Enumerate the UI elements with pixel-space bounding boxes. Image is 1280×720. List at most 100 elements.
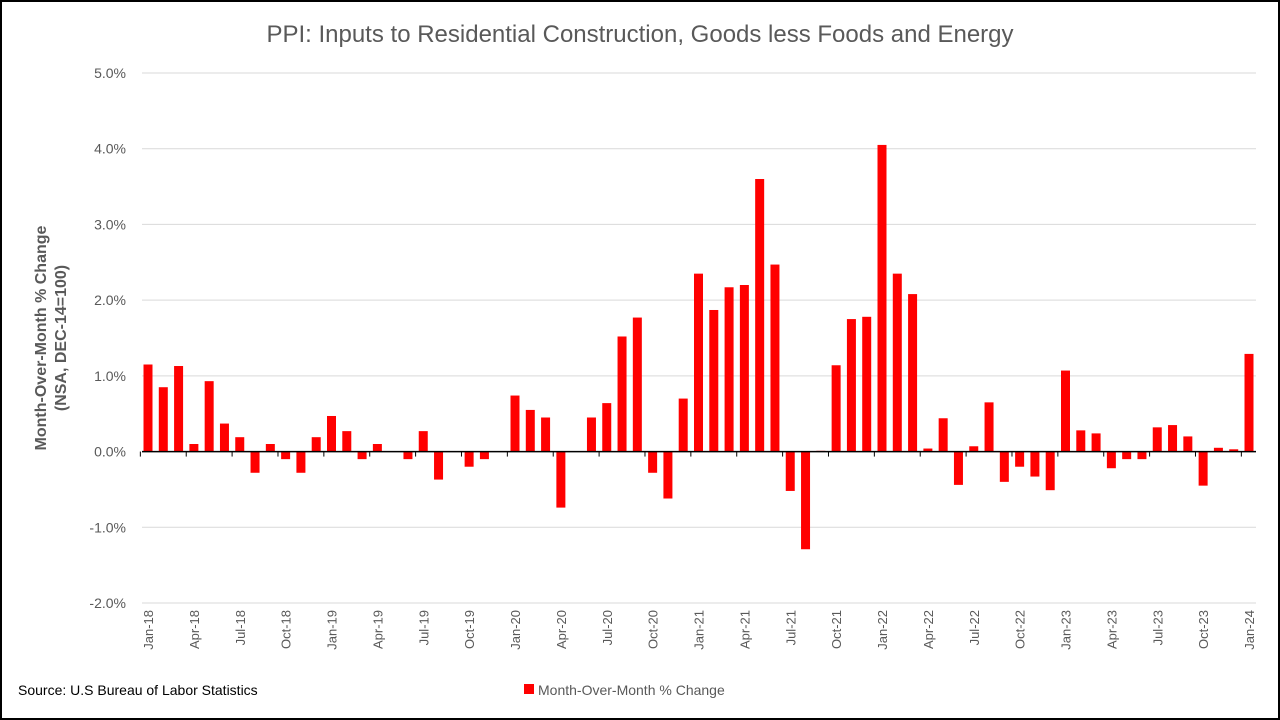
y-tick-label: 0.0% <box>94 444 126 460</box>
x-tick-label: Jan-23 <box>1059 610 1074 650</box>
bar <box>938 418 948 452</box>
bar <box>235 437 245 452</box>
x-tick-label: Jul-19 <box>416 610 431 645</box>
bar <box>357 451 367 460</box>
bar <box>846 319 856 452</box>
bar <box>1137 451 1147 460</box>
x-tick-label: Oct-18 <box>279 610 294 649</box>
x-tick-label: Jan-18 <box>141 610 156 650</box>
bar <box>1244 353 1254 452</box>
y-tick-label: 3.0% <box>94 216 126 232</box>
bar <box>1122 451 1132 460</box>
bar <box>984 402 994 452</box>
bar <box>1091 433 1101 452</box>
y-axis-label: (NSA, DEC-14=100) <box>53 265 70 411</box>
bar <box>709 309 719 452</box>
y-tick-label: -2.0% <box>89 595 126 611</box>
bar <box>281 451 291 460</box>
y-tick-label: 1.0% <box>94 368 126 384</box>
bar <box>1061 370 1070 452</box>
bar <box>479 451 489 460</box>
bar <box>770 264 780 452</box>
bar <box>327 415 336 452</box>
legend-swatch <box>524 684 534 694</box>
x-tick-label: Jul-20 <box>600 610 615 645</box>
bar <box>342 431 352 452</box>
bar <box>1229 449 1239 452</box>
x-tick-label: Jan-21 <box>692 610 707 650</box>
x-tick-label: Jan-19 <box>325 610 340 650</box>
bar <box>1015 451 1025 467</box>
x-tick-label: Apr-20 <box>554 610 569 649</box>
bar <box>1183 436 1193 452</box>
bar <box>739 285 749 452</box>
bar <box>403 451 413 460</box>
x-tick-label: Jan-22 <box>875 610 890 650</box>
x-tick-label: Jul-23 <box>1150 610 1165 645</box>
bar <box>724 287 734 452</box>
bar <box>999 451 1009 482</box>
bar <box>908 294 918 452</box>
bar <box>969 446 979 452</box>
chart-title: PPI: Inputs to Residential Construction,… <box>266 21 1013 48</box>
bar <box>602 403 612 452</box>
x-tick-label: Apr-23 <box>1104 610 1119 649</box>
bar <box>892 273 902 452</box>
bar <box>801 451 811 550</box>
bar <box>862 316 872 452</box>
bar <box>189 444 199 452</box>
bar <box>143 364 153 452</box>
x-tick-label: Jul-22 <box>967 610 982 645</box>
x-tick-label: Apr-21 <box>737 610 752 649</box>
bar <box>877 144 887 452</box>
bar <box>556 451 566 508</box>
bar <box>1045 451 1055 491</box>
bar <box>510 395 520 452</box>
bar <box>174 366 184 452</box>
bar <box>663 451 673 499</box>
source-note: Source: U.S Bureau of Labor Statistics <box>18 682 258 698</box>
y-tick-label: -1.0% <box>89 519 126 535</box>
bar <box>541 417 551 452</box>
bar <box>158 387 168 452</box>
bar <box>1198 451 1208 486</box>
bar <box>678 398 688 452</box>
x-tick-label: Oct-23 <box>1196 610 1211 649</box>
x-tick-label: Apr-19 <box>370 610 385 649</box>
bar <box>434 451 444 480</box>
bar <box>250 451 260 473</box>
bar <box>464 451 474 467</box>
bar <box>785 451 795 491</box>
bar <box>648 451 658 473</box>
x-tick-label: Oct-20 <box>646 610 661 649</box>
bar <box>372 444 382 452</box>
bar <box>418 431 428 452</box>
bar <box>1030 451 1040 477</box>
y-tick-label: 2.0% <box>94 292 126 308</box>
bar <box>1213 447 1223 452</box>
y-tick-label: 4.0% <box>94 141 126 157</box>
bar <box>694 273 703 452</box>
bar <box>923 448 933 452</box>
y-tick-label: 5.0% <box>94 65 126 81</box>
bar <box>1106 451 1116 469</box>
legend-label: Month-Over-Month % Change <box>538 682 725 698</box>
bar <box>311 437 321 452</box>
bar <box>953 451 963 485</box>
bar <box>632 317 642 452</box>
x-tick-label: Jan-24 <box>1242 610 1257 650</box>
x-tick-label: Apr-22 <box>921 610 936 649</box>
bar <box>204 381 214 452</box>
bar <box>525 409 535 452</box>
bar <box>617 336 627 452</box>
x-tick-label: Jul-21 <box>783 610 798 645</box>
bar <box>296 451 306 473</box>
bar <box>265 444 275 452</box>
bar <box>1152 427 1162 452</box>
bar <box>219 423 229 452</box>
x-tick-label: Oct-22 <box>1013 610 1028 649</box>
x-tick-label: Oct-21 <box>829 610 844 649</box>
bar <box>586 417 596 452</box>
bar <box>831 365 841 452</box>
